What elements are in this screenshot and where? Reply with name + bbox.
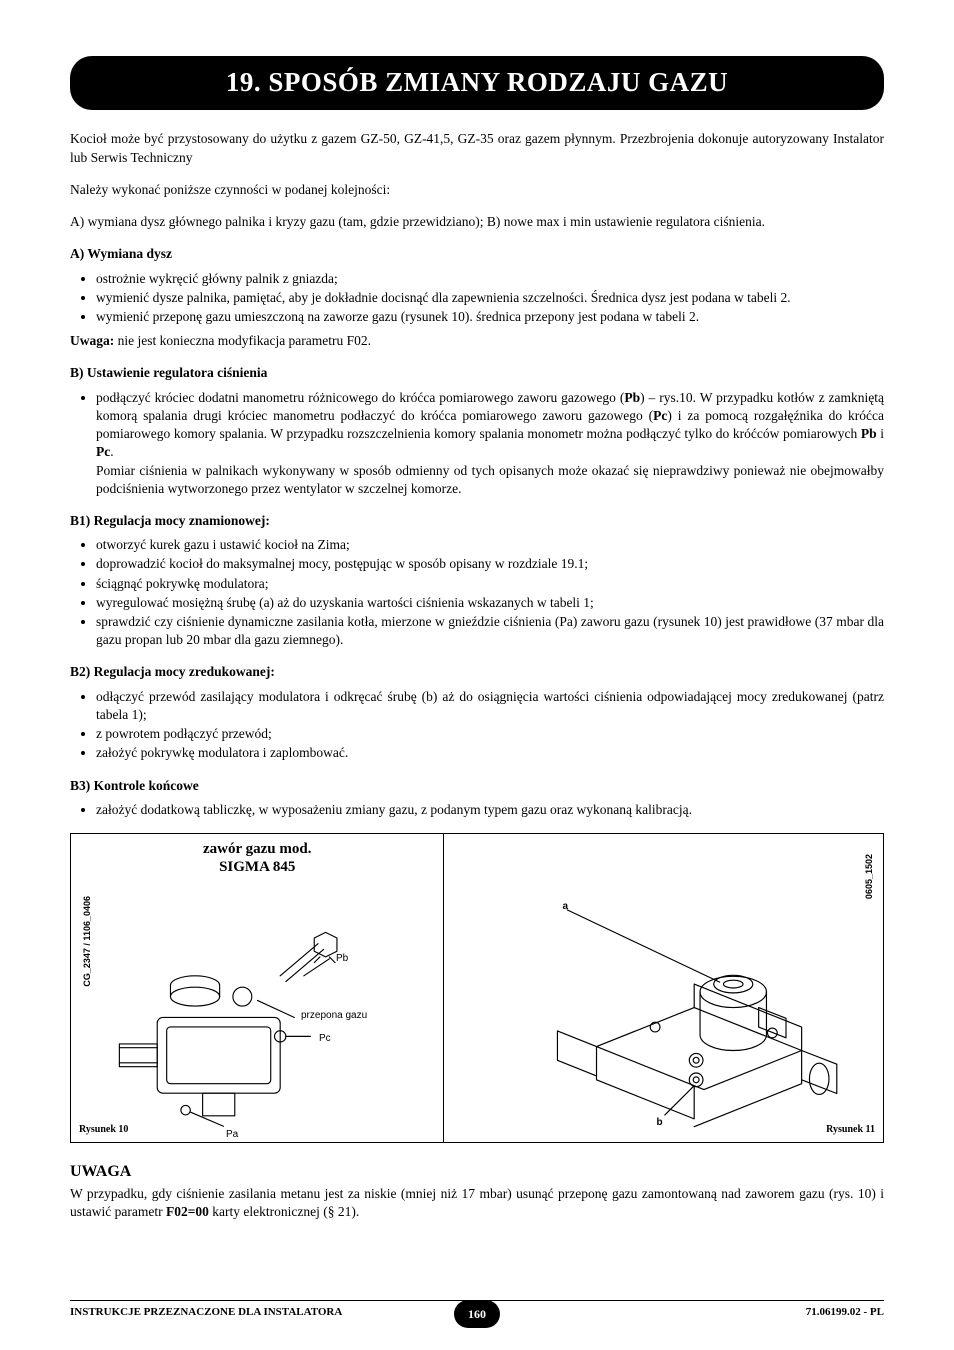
page: 19. SPOSÓB ZMIANY RODZAJU GAZU Kocioł mo… (0, 0, 954, 1350)
figure-11: 0605_1502 (444, 833, 884, 1143)
figure-10-caption: Rysunek 10 (79, 1123, 128, 1137)
text: i (877, 426, 884, 441)
section-title: 19. SPOSÓB ZMIANY RODZAJU GAZU (70, 56, 884, 110)
label-pb: Pb (336, 952, 348, 966)
text: podłączyć króciec dodatni manometru różn… (96, 390, 624, 405)
valve-drawing (91, 878, 441, 1138)
list-item: ostrożnie wykręcić główny palnik z gniaz… (96, 270, 884, 288)
figure-10: zawór gazu mod. SIGMA 845 CG_2347 / 1106… (70, 833, 444, 1143)
page-number-badge: 160 (454, 1300, 500, 1328)
label-diaphragm: przepona gazu (301, 1009, 367, 1023)
heading-b3: B3) Kontrole końcowe (70, 777, 884, 795)
note-a: Uwaga: nie jest konieczna modyfikacja pa… (70, 332, 884, 350)
heading-b: B) Ustawienie regulatora ciśnienia (70, 364, 884, 382)
label-a: a (562, 900, 568, 914)
list-item: odłączyć przewód zasilający modulatora i… (96, 688, 884, 724)
title-line: zawór gazu mod. (203, 841, 311, 857)
heading-a: A) Wymiana dysz (70, 245, 884, 263)
label-pc: Pc (96, 444, 110, 459)
modulator-drawing (450, 840, 870, 1136)
heading-b1: B1) Regulacja mocy znamionowej: (70, 512, 884, 530)
list-item: sprawdzić czy ciśnienie dynamiczne zasil… (96, 613, 884, 649)
figure-11-caption: Rysunek 11 (826, 1123, 875, 1137)
footer-left: INSTRUKCJE PRZEZNACZONE DLA INSTALATORA (70, 1305, 342, 1320)
warning-body: W przypadku, gdy ciśnienie zasilania met… (70, 1185, 884, 1221)
list-a: ostrożnie wykręcić główny palnik z gniaz… (70, 270, 884, 327)
list-b: podłączyć króciec dodatni manometru różn… (70, 389, 884, 498)
list-item: wymienić dysze palnika, pamiętać, aby je… (96, 289, 884, 307)
heading-b2: B2) Regulacja mocy zredukowanej: (70, 663, 884, 681)
param-code: F02=00 (166, 1204, 209, 1219)
list-b1: otworzyć kurek gazu i ustawić kocioł na … (70, 536, 884, 649)
intro-paragraph-1: Kocioł może być przystosowany do użytku … (70, 130, 884, 166)
label-pb: Pb (861, 426, 877, 441)
list-item: wyregulować mosiężną śrubę (a) aż do uzy… (96, 594, 884, 612)
list-item: ściągnąć pokrywkę modulatora; (96, 575, 884, 593)
label-pa: Pa (226, 1128, 238, 1142)
title-line: SIGMA 845 (219, 859, 295, 875)
figure-row: zawór gazu mod. SIGMA 845 CG_2347 / 1106… (70, 833, 884, 1143)
list-b3: założyć dodatkową tabliczkę, w wyposażen… (70, 801, 884, 819)
text: . (110, 444, 113, 459)
label-pc: Pc (319, 1032, 331, 1046)
warning-heading: UWAGA (70, 1161, 884, 1183)
label-pc: Pc (653, 408, 667, 423)
label-pb: Pb (624, 390, 640, 405)
list-item: otworzyć kurek gazu i ustawić kocioł na … (96, 536, 884, 554)
intro-paragraph-2: Należy wykonać poniższe czynności w poda… (70, 181, 884, 199)
follow-text: Pomiar ciśnienia w palnikach wykonywany … (96, 462, 884, 498)
label-b: b (656, 1116, 662, 1130)
footer-right: 71.06199.02 - PL (806, 1305, 884, 1320)
list-item: założyć dodatkową tabliczkę, w wyposażen… (96, 801, 884, 819)
list-item: z powrotem podłączyć przewód; (96, 725, 884, 743)
list-item: wymienić przeponę gazu umieszczoną na za… (96, 308, 884, 326)
note-label: Uwaga: (70, 333, 114, 348)
figure-10-title: zawór gazu mod. SIGMA 845 (71, 834, 443, 876)
list-item: założyć pokrywkę modulatora i zaplombowa… (96, 744, 884, 762)
list-item: doprowadzić kocioł do maksymalnej mocy, … (96, 555, 884, 573)
note-text: nie jest konieczna modyfikacja parametru… (114, 333, 371, 348)
intro-paragraph-3: A) wymiana dysz głównego palnika i kryzy… (70, 213, 884, 231)
list-b2: odłączyć przewód zasilający modulatora i… (70, 688, 884, 763)
list-item: podłączyć króciec dodatni manometru różn… (96, 389, 884, 498)
text: karty elektronicznej (§ 21). (209, 1204, 359, 1219)
